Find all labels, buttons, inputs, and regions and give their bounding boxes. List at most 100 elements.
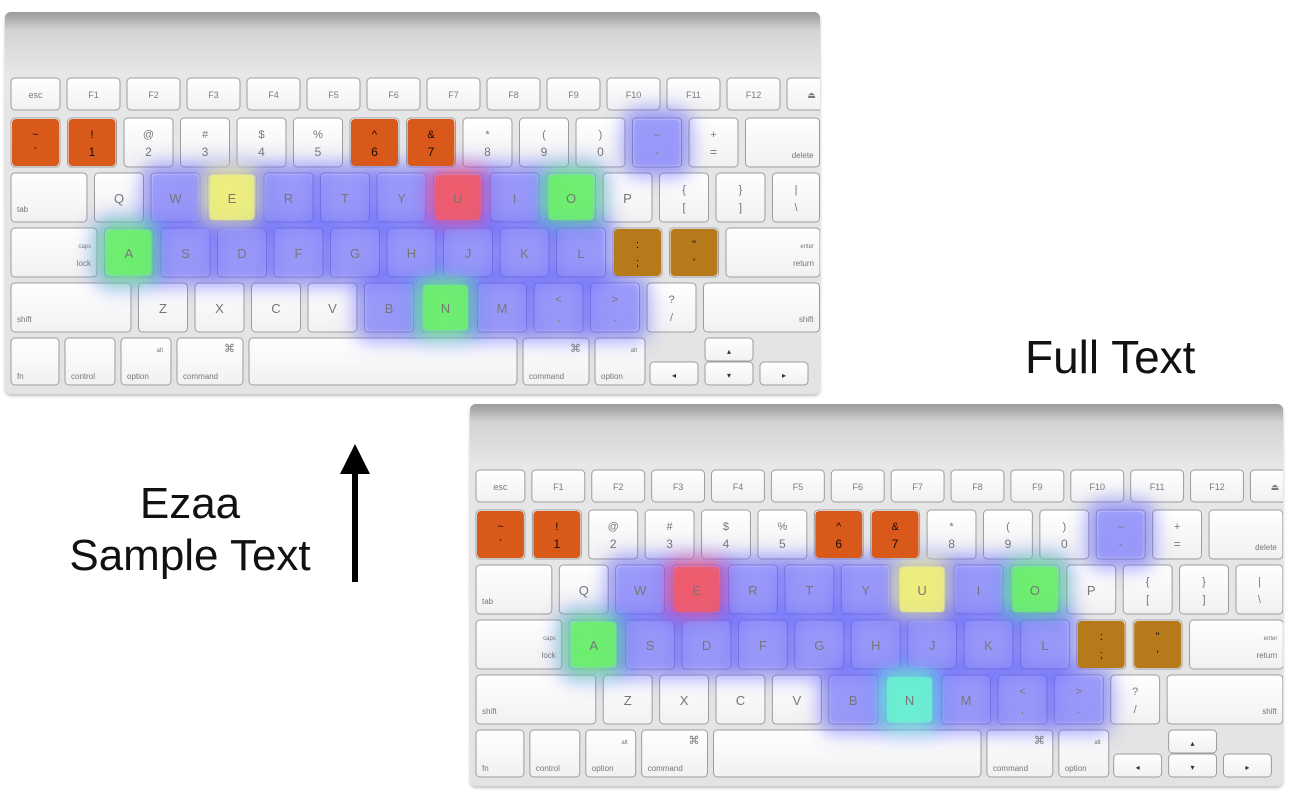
key-num-13 — [745, 117, 820, 168]
key-label: ⏏ — [1271, 482, 1280, 492]
key-label: Q — [114, 191, 124, 206]
heat-key-tint — [492, 175, 537, 220]
key-label: U — [453, 191, 462, 206]
key-ar-left — [1113, 753, 1163, 778]
key-fn-13 — [1249, 469, 1283, 503]
key-label-top: delete — [792, 151, 814, 160]
key-label: control — [536, 764, 560, 773]
heat-key-tint — [684, 622, 729, 667]
key-num-12 — [688, 117, 739, 168]
key-b-1 — [529, 729, 581, 778]
heat-key-tint — [899, 567, 945, 612]
key-label-top: { — [1146, 576, 1150, 588]
key-num-9 — [982, 509, 1033, 560]
key-num-8 — [926, 509, 977, 560]
key-label: L — [1041, 638, 1048, 653]
key-label-top: { — [682, 184, 686, 196]
key-label: A — [589, 638, 598, 653]
key-label: D — [237, 246, 246, 261]
heat-key-tint — [366, 285, 412, 330]
key-label-bottom: - — [655, 145, 659, 159]
key-label-bottom: 4 — [258, 145, 265, 159]
heat-key-fill — [407, 119, 455, 166]
key-label-top: alt — [1094, 740, 1101, 746]
key-label: F8 — [508, 90, 519, 100]
heat-key-tint — [943, 677, 989, 722]
key-label-bottom: / — [1134, 704, 1138, 716]
key-label: tab — [482, 597, 494, 606]
heat-key-tint — [153, 175, 198, 220]
heat-key-tint — [956, 567, 1001, 612]
key-label: F4 — [733, 482, 744, 492]
keyboard-sample-svg: esc F1 F2 F3 F4 F5 F6 F7 F8 F9 F10 F11 F12 ⏏~`!1@2#3$… — [10, 77, 820, 386]
key-num-4 — [236, 117, 287, 168]
key-label: control — [71, 372, 95, 381]
key-num-2 — [123, 117, 174, 168]
key-q-12 — [715, 172, 766, 223]
key-label: V — [793, 693, 802, 708]
heat-key-tint — [163, 230, 208, 275]
key-label: Y — [397, 191, 406, 206]
key-fn-2 — [126, 77, 181, 111]
key-label-bottom: option — [601, 372, 623, 381]
arrow-up-icon — [340, 444, 370, 582]
key-fn-11 — [1130, 469, 1185, 503]
key-label-top: > — [1076, 686, 1082, 698]
key-b-3 — [176, 337, 244, 386]
key-label: tab — [17, 205, 29, 214]
heat-tint-layer: esc F1 F2 F3 F4 F5 F6 F7 F8 F9 F10 F11 F12 ⏏~`!1@2#3$… — [12, 90, 816, 381]
key-label: S — [646, 638, 655, 653]
key-label-top: $ — [723, 521, 729, 533]
heat-key-tint — [674, 567, 719, 612]
heat-key-tint — [1012, 567, 1058, 612]
key-label-bottom: ; — [636, 257, 639, 269]
key-label-bottom: , — [557, 312, 560, 324]
key-label-bottom: command — [648, 764, 683, 773]
key-label-bottom: 2 — [145, 145, 152, 159]
key-label-bottom: 8 — [948, 537, 955, 551]
key-num-8 — [462, 117, 513, 168]
key-label-top: & — [891, 521, 899, 533]
key-label: G — [814, 638, 824, 653]
key-label: X — [680, 693, 689, 708]
key-label-top: | — [795, 184, 798, 196]
key-label-top: ( — [542, 129, 546, 141]
heat-key-fill — [614, 229, 661, 276]
key-fn-5 — [306, 77, 361, 111]
heat-key-tint — [740, 622, 786, 667]
key-label-bottom: 9 — [541, 145, 548, 159]
key-label-bottom: ] — [1202, 594, 1205, 606]
key-label-top: * — [485, 129, 490, 141]
key-fn-3 — [651, 469, 706, 503]
key-label-bottom: - — [1119, 537, 1123, 551]
key-z-11 — [703, 282, 820, 333]
key-label-top: * — [949, 521, 954, 533]
key-label-top: ? — [1132, 686, 1138, 698]
key-label-bottom: 0 — [597, 145, 604, 159]
key-label: L — [577, 246, 584, 261]
sample-label-line2: Sample Text — [69, 531, 311, 580]
key-ar-up — [1168, 729, 1218, 754]
heat-key-fill — [1077, 621, 1125, 668]
key-z-11 — [1166, 674, 1283, 725]
key-fn-13 — [786, 77, 820, 111]
key-label: E — [228, 191, 237, 206]
key-a-0 — [475, 619, 563, 670]
heat-key-tint — [266, 175, 311, 220]
key-z-0 — [475, 674, 597, 725]
heat-key-tint — [548, 175, 594, 220]
key-label-bottom: \ — [1258, 594, 1262, 606]
full-text-label: Full Text — [1025, 331, 1196, 383]
key-label: F3 — [673, 482, 684, 492]
key-label-bottom: 7 — [428, 145, 435, 159]
key-label-bottom: return — [793, 259, 814, 268]
arrow-key-icon: ◂ — [672, 371, 676, 380]
key-label-bottom: lock — [542, 651, 557, 660]
key-label-top: } — [1202, 576, 1206, 588]
key-label-top: " — [692, 239, 696, 251]
key-label: shift — [799, 315, 814, 324]
key-num-4 — [701, 509, 751, 560]
heat-key-tint — [479, 285, 525, 330]
key-z-10 — [646, 282, 697, 333]
key-label-bottom: 0 — [1061, 537, 1068, 551]
